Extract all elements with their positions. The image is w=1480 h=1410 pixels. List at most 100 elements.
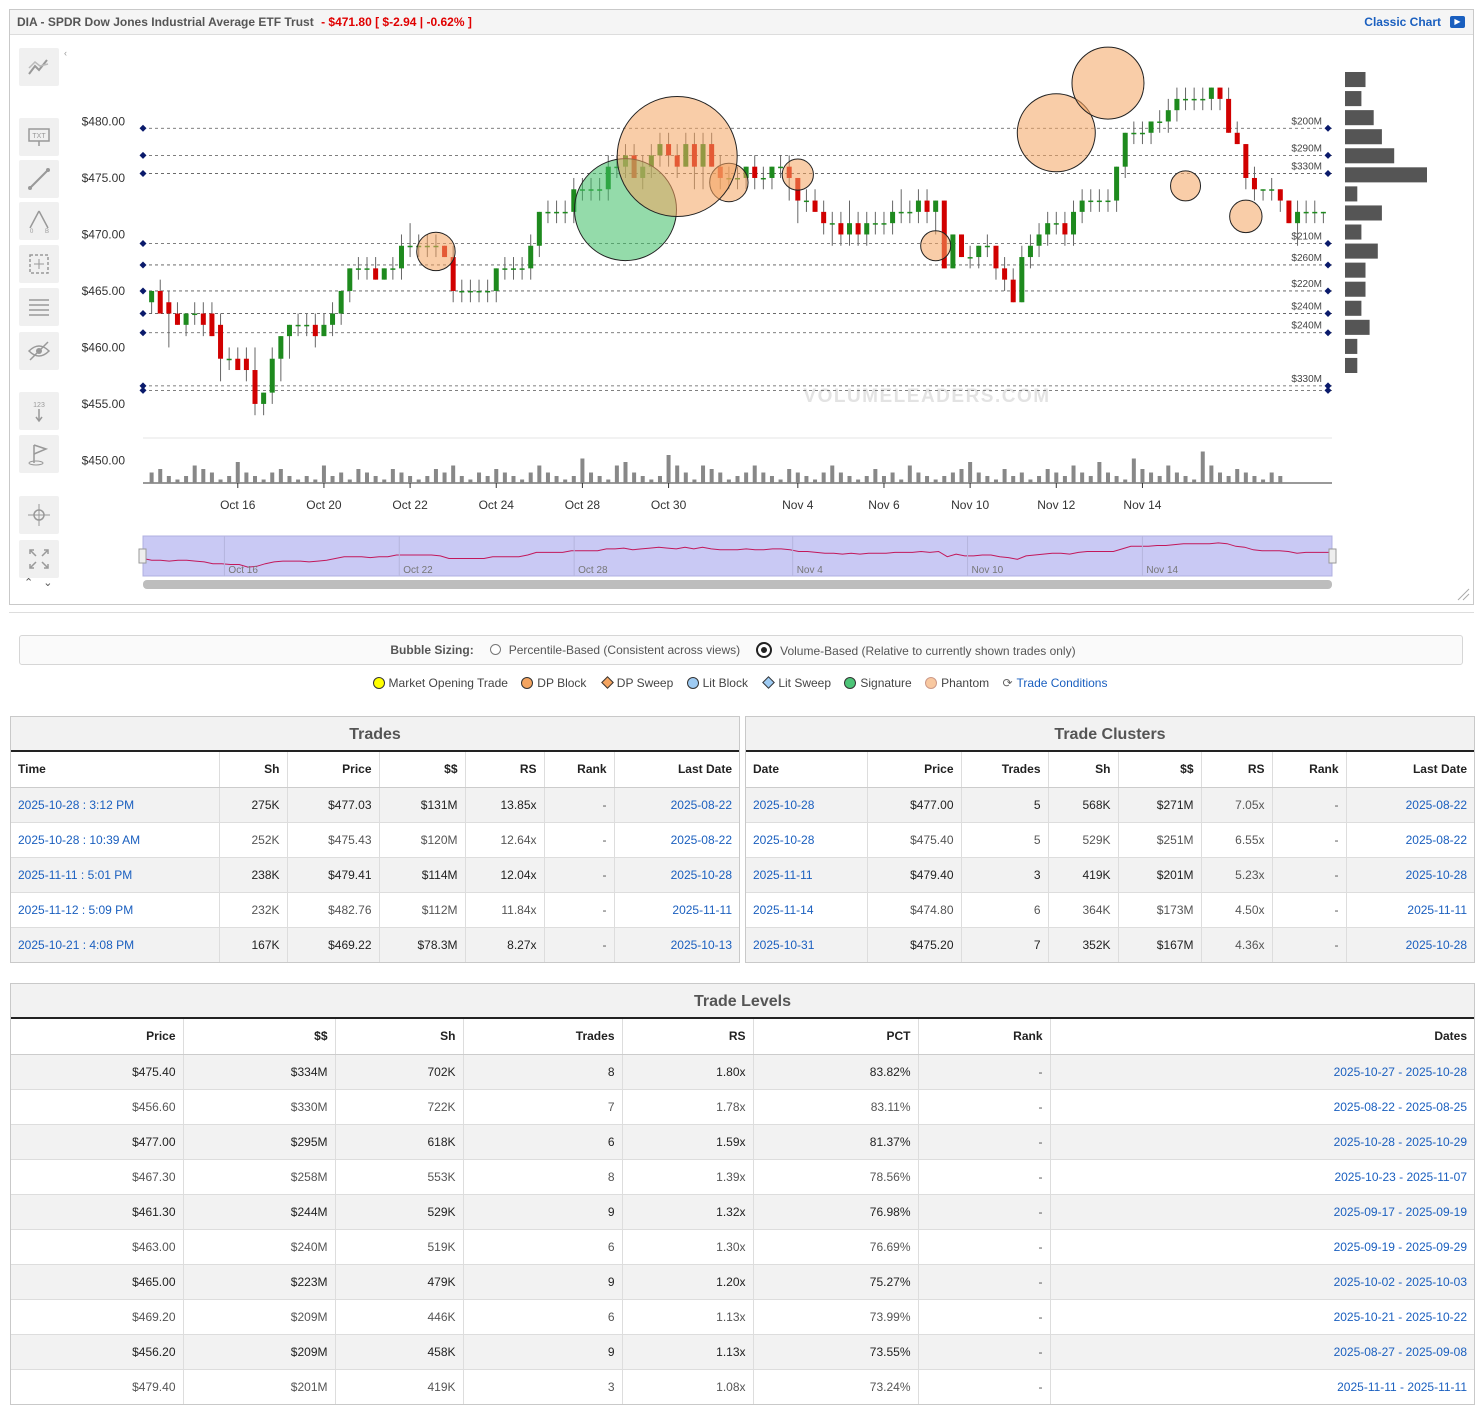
clusters-row[interactable]: 2025-10-28 $477.00 5 568K $271M 7.05x -2025-08… bbox=[746, 786, 1474, 822]
trades-row[interactable]: 2025-10-28 : 3:12 PM 275K $477.03 $131M 13.8… bbox=[11, 786, 739, 822]
clusters-cell[interactable]: 2025-10-28 bbox=[746, 786, 868, 822]
clusters-header-[interactable]: $$ bbox=[1118, 752, 1202, 788]
levels-cell[interactable]: 2025-10-02 - 2025-10-03 bbox=[1050, 1263, 1474, 1299]
line-tool-icon[interactable] bbox=[19, 160, 59, 198]
clusters-cell[interactable]: 2025-11-14 bbox=[746, 891, 868, 927]
clusters-header-price[interactable]: Price bbox=[867, 752, 962, 788]
legend-market-open[interactable]: Market Opening Trade bbox=[372, 676, 508, 690]
hide-drawings-eye-icon[interactable] bbox=[19, 332, 59, 370]
clusters-cell[interactable]: 2025-11-11 bbox=[746, 856, 868, 892]
clusters-cell[interactable]: 2025-11-11 bbox=[1346, 891, 1474, 927]
levels-header-price[interactable]: Price bbox=[11, 1019, 184, 1055]
levels-row[interactable]: $475.40 $334M 702K 8 1.80x 83.82% -2025-10-27 … bbox=[11, 1053, 1474, 1089]
clusters-row[interactable]: 2025-11-14 $474.80 6 364K $173M 4.50x -2025-11… bbox=[746, 891, 1474, 927]
trades-row[interactable]: 2025-11-12 : 5:09 PM 232K $482.76 $112M 11.8… bbox=[11, 891, 739, 927]
trades-cell[interactable]: 2025-10-13 bbox=[614, 926, 739, 962]
trades-cell[interactable]: 2025-10-21 : 4:08 PM bbox=[11, 926, 220, 962]
clusters-header-trades[interactable]: Trades bbox=[961, 752, 1049, 788]
navigator-handle-right[interactable] bbox=[1328, 548, 1337, 564]
clusters-cell[interactable]: 2025-08-22 bbox=[1346, 786, 1474, 822]
zoom-area-tool-icon[interactable] bbox=[19, 245, 59, 283]
trades-cell[interactable]: 2025-10-28 : 10:39 AM bbox=[11, 821, 220, 857]
trades-cell[interactable]: 2025-10-28 : 3:12 PM bbox=[11, 786, 220, 822]
trade-conditions-link[interactable]: Trade Conditions bbox=[1016, 676, 1108, 690]
trades-header-last-date[interactable]: Last Date bbox=[614, 752, 739, 788]
legend-lit-block[interactable]: Lit Block bbox=[686, 676, 748, 690]
volume-radio[interactable] bbox=[756, 642, 773, 658]
levels-row[interactable]: $456.60 $330M 722K 7 1.78x 83.11% -2025-08-22 … bbox=[11, 1088, 1474, 1124]
clusters-cell[interactable]: 2025-08-22 bbox=[1346, 821, 1474, 857]
toolbar-scroll-icon[interactable]: ⌃⌄ bbox=[24, 577, 63, 589]
trades-header-rank[interactable]: Rank bbox=[544, 752, 615, 788]
clusters-row[interactable]: 2025-11-11 $479.40 3 419K $201M 5.23x -2025-10… bbox=[746, 856, 1474, 892]
clusters-cell[interactable]: 2025-10-28 bbox=[746, 821, 868, 857]
clusters-header-rank[interactable]: Rank bbox=[1272, 752, 1347, 788]
trades-cell[interactable]: 2025-10-28 bbox=[614, 856, 739, 892]
trades-header-sh[interactable]: Sh bbox=[219, 752, 288, 788]
legend-trade-conditions[interactable]: ⟳ Trade Conditions bbox=[1002, 676, 1107, 690]
flag-tool-icon[interactable] bbox=[19, 435, 59, 473]
levels-cell[interactable]: 2025-10-21 - 2025-10-22 bbox=[1050, 1298, 1474, 1334]
levels-header-rank[interactable]: Rank bbox=[918, 1019, 1051, 1055]
trades-row[interactable]: 2025-10-28 : 10:39 AM 252K $475.43 $120M 12.… bbox=[11, 821, 739, 857]
classic-chart-link[interactable]: Classic Chart bbox=[1364, 15, 1441, 29]
levels-row[interactable]: $456.20 $209M 458K 9 1.13x 73.55% -2025-08-27 … bbox=[11, 1333, 1474, 1369]
levels-header-trades[interactable]: Trades bbox=[463, 1019, 623, 1055]
levels-cell[interactable]: 2025-08-27 - 2025-09-08 bbox=[1050, 1333, 1474, 1369]
resize-handle-icon[interactable] bbox=[1456, 587, 1470, 601]
levels-header-[interactable]: $$ bbox=[183, 1019, 336, 1055]
toolbar-collapse-icon[interactable]: ‹ bbox=[64, 48, 67, 58]
clusters-header-last-date[interactable]: Last Date bbox=[1346, 752, 1474, 788]
levels-row[interactable]: $465.00 $223M 479K 9 1.20x 75.27% -2025-10-02 … bbox=[11, 1263, 1474, 1299]
levels-header-sh[interactable]: Sh bbox=[335, 1019, 464, 1055]
clusters-row[interactable]: 2025-10-28 $475.40 5 529K $251M 6.55x -2025-08… bbox=[746, 821, 1474, 857]
legend-signature[interactable]: Signature bbox=[844, 676, 912, 690]
levels-cell[interactable]: 2025-09-17 - 2025-09-19 bbox=[1050, 1193, 1474, 1229]
trades-cell[interactable]: 2025-11-11 : 5:01 PM bbox=[11, 856, 220, 892]
trades-header-time[interactable]: Time bbox=[11, 752, 220, 788]
percentile-radio[interactable] bbox=[489, 644, 501, 655]
trades-cell[interactable]: 2025-11-11 bbox=[614, 891, 739, 927]
trades-row[interactable]: 2025-11-11 : 5:01 PM 238K $479.41 $114M 12.0… bbox=[11, 856, 739, 892]
trades-row[interactable]: 2025-10-21 : 4:08 PM 167K $469.22 $78.3M 8.2… bbox=[11, 926, 739, 962]
levels-cell[interactable]: 2025-10-27 - 2025-10-28 bbox=[1050, 1053, 1474, 1089]
levels-cell[interactable]: 2025-10-28 - 2025-10-29 bbox=[1050, 1123, 1474, 1159]
horizontal-lines-tool-icon[interactable] bbox=[19, 288, 59, 326]
levels-cell[interactable]: 2025-10-23 - 2025-11-07 bbox=[1050, 1158, 1474, 1194]
trades-cell[interactable]: 2025-08-22 bbox=[614, 821, 739, 857]
classic-chart-icon[interactable]: ▶ bbox=[1450, 16, 1465, 28]
trades-header-price[interactable]: Price bbox=[287, 752, 380, 788]
legend-dp-block[interactable]: DP Block bbox=[521, 676, 586, 690]
levels-row[interactable]: $463.00 $240M 519K 6 1.30x 76.69% -2025-09-19 … bbox=[11, 1228, 1474, 1264]
levels-cell[interactable]: 2025-08-22 - 2025-08-25 bbox=[1050, 1088, 1474, 1124]
trades-header-rs[interactable]: RS bbox=[465, 752, 545, 788]
clusters-header-rs[interactable]: RS bbox=[1201, 752, 1273, 788]
levels-row[interactable]: $479.40 $201M 419K 3 1.08x 73.24% -2025-11-11 … bbox=[11, 1368, 1474, 1404]
trades-header-[interactable]: $$ bbox=[379, 752, 466, 788]
levels-row[interactable]: $467.30 $258M 553K 8 1.39x 78.56% -2025-10-23 … bbox=[11, 1158, 1474, 1194]
fullscreen-icon[interactable] bbox=[19, 540, 59, 578]
legend-phantom[interactable]: Phantom bbox=[925, 676, 989, 690]
label-tool-icon[interactable]: 123 bbox=[19, 392, 59, 430]
volume-option[interactable]: Volume-Based (Relative to currently show… bbox=[756, 642, 1076, 658]
trades-cell[interactable]: 2025-11-12 : 5:09 PM bbox=[11, 891, 220, 927]
levels-cell[interactable]: 2025-11-11 - 2025-11-11 bbox=[1050, 1368, 1474, 1404]
levels-header-dates[interactable]: Dates bbox=[1050, 1019, 1474, 1055]
navigator-handle-left[interactable] bbox=[138, 548, 147, 564]
clusters-cell[interactable]: 2025-10-31 bbox=[746, 926, 868, 962]
indicators-tool-icon[interactable] bbox=[19, 48, 59, 86]
clusters-cell[interactable]: 2025-10-28 bbox=[1346, 926, 1474, 962]
price-chart[interactable]: VOLUMELEADERS.COM $480.00 $475.00 $470.00 $4… bbox=[10, 10, 1475, 606]
levels-row[interactable]: $469.20 $209M 446K 6 1.13x 73.99% -2025-10-21 … bbox=[11, 1298, 1474, 1334]
text-tool-icon[interactable]: TXT bbox=[19, 118, 59, 156]
levels-cell[interactable]: 2025-09-19 - 2025-09-29 bbox=[1050, 1228, 1474, 1264]
levels-header-rs[interactable]: RS bbox=[622, 1019, 754, 1055]
levels-row[interactable]: $461.30 $244M 529K 9 1.32x 76.98% -2025-09-17 … bbox=[11, 1193, 1474, 1229]
clusters-header-sh[interactable]: Sh bbox=[1048, 752, 1119, 788]
levels-row[interactable]: $477.00 $295M 618K 6 1.59x 81.37% -2025-10-28 … bbox=[11, 1123, 1474, 1159]
clusters-header-date[interactable]: Date bbox=[746, 752, 868, 788]
legend-dp-sweep[interactable]: DP Sweep bbox=[600, 676, 673, 690]
trades-cell[interactable]: 2025-08-22 bbox=[614, 786, 739, 822]
navigator-scrollbar[interactable] bbox=[143, 580, 1332, 589]
